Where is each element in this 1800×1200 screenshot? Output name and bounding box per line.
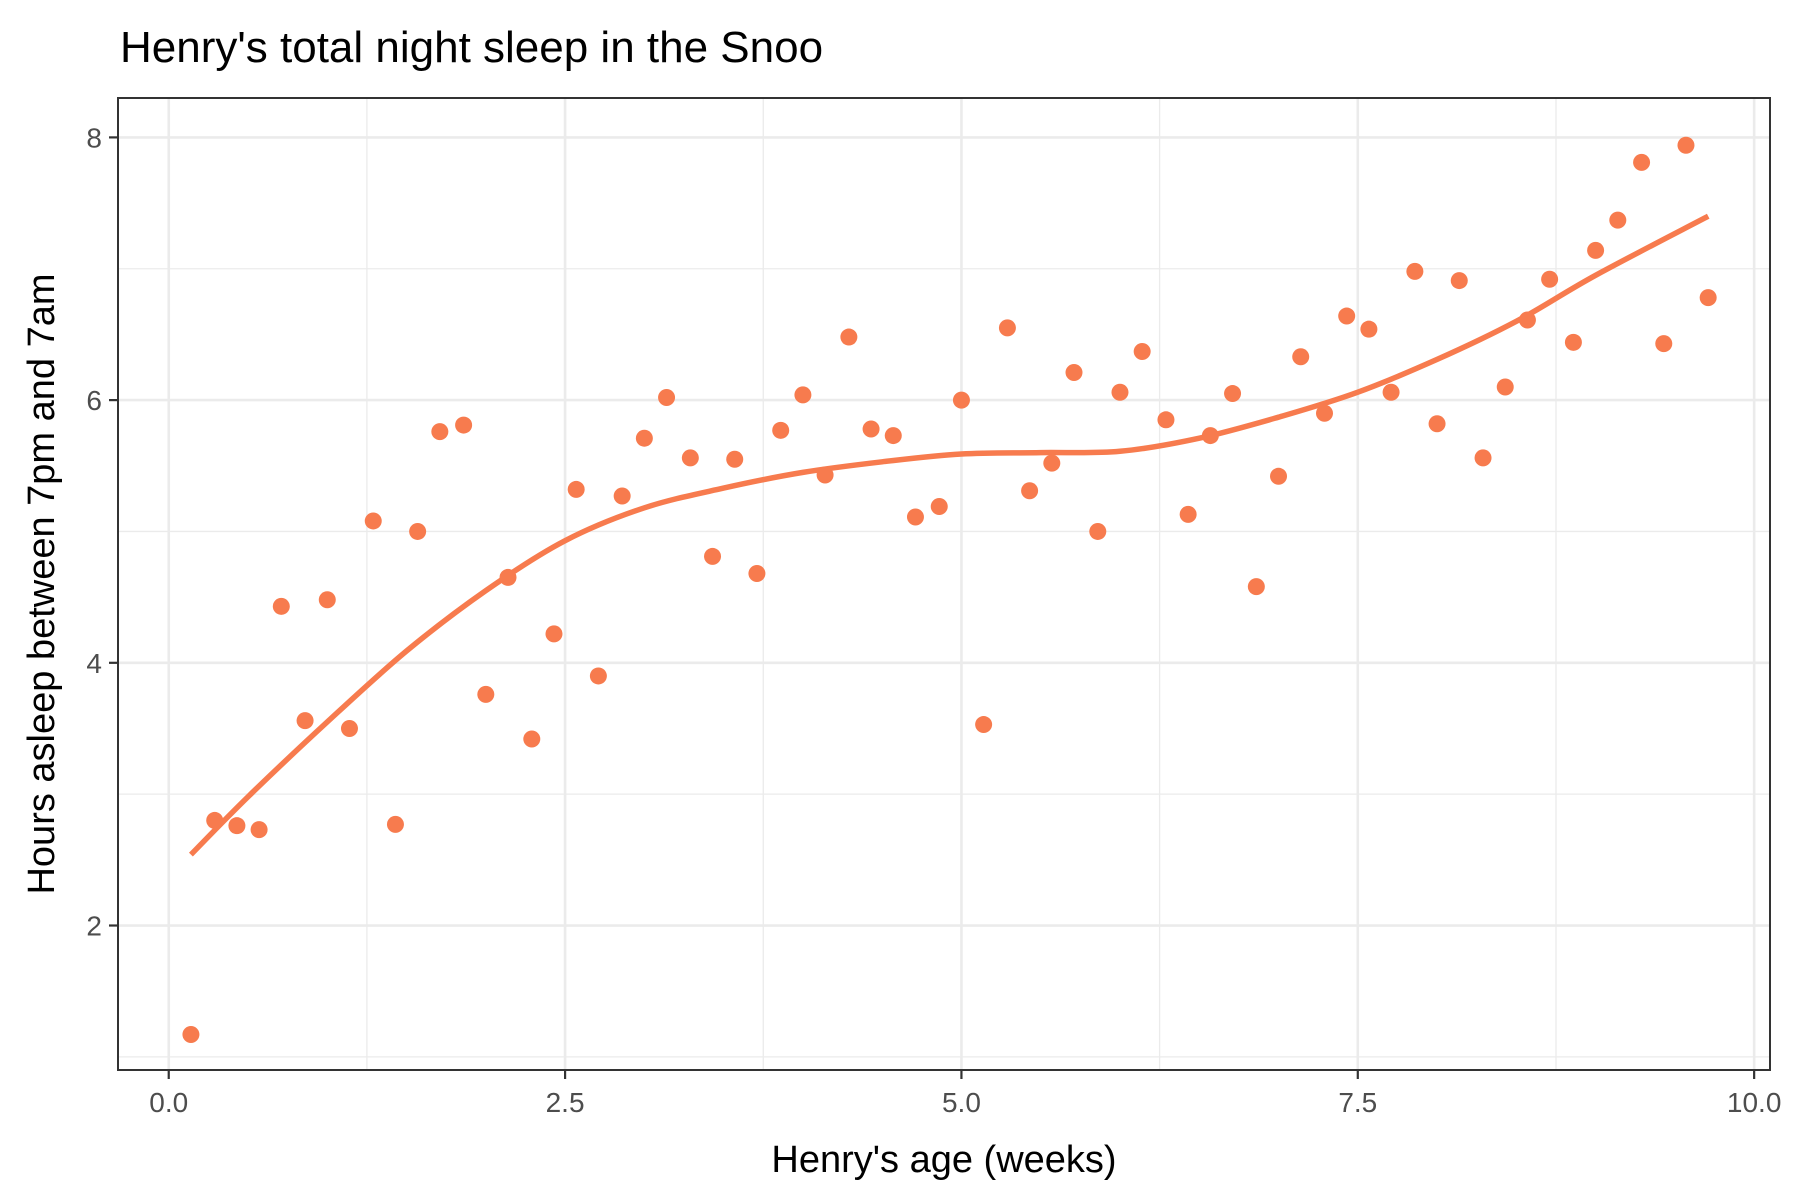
x-axis-title: Henry's age (weeks) xyxy=(771,1139,1116,1181)
y-tick-label: 8 xyxy=(86,122,102,153)
data-point xyxy=(635,429,653,447)
data-point xyxy=(364,512,382,530)
data-point xyxy=(228,817,246,835)
x-tick-label: 5.0 xyxy=(942,1087,981,1118)
data-point xyxy=(998,319,1016,337)
data-point xyxy=(340,719,358,737)
data-point xyxy=(206,811,224,829)
data-point xyxy=(250,821,268,839)
data-point xyxy=(477,685,495,703)
data-point xyxy=(545,625,563,643)
data-point xyxy=(658,388,676,406)
data-point xyxy=(1315,404,1333,422)
data-point xyxy=(409,522,427,540)
data-point xyxy=(884,427,902,445)
data-point xyxy=(952,391,970,409)
x-tick-label: 0.0 xyxy=(149,1087,188,1118)
y-tick-label: 6 xyxy=(86,385,102,416)
data-point xyxy=(930,498,948,516)
data-point xyxy=(1699,289,1717,307)
grid-lines xyxy=(118,98,1770,1070)
data-point xyxy=(862,420,880,438)
data-point xyxy=(1157,411,1175,429)
data-point xyxy=(431,423,449,441)
data-point xyxy=(567,480,585,498)
y-tick-label: 2 xyxy=(86,911,102,942)
data-point xyxy=(1382,383,1400,401)
data-point xyxy=(455,416,473,434)
data-point xyxy=(906,508,924,526)
smooth-trend-layer xyxy=(188,213,1710,857)
data-point xyxy=(748,564,766,582)
data-point xyxy=(816,466,834,484)
data-point xyxy=(1518,311,1536,329)
data-point xyxy=(386,815,404,833)
data-point xyxy=(772,421,790,439)
data-point xyxy=(523,730,541,748)
data-point xyxy=(1201,427,1219,445)
data-point xyxy=(1474,449,1492,467)
data-point xyxy=(1338,307,1356,325)
data-point xyxy=(1292,348,1310,366)
data-point xyxy=(726,450,744,468)
data-point xyxy=(1587,241,1605,259)
y-axis-title: Hours asleep between 7pm and 7am xyxy=(21,273,63,894)
data-point xyxy=(681,449,699,467)
data-point xyxy=(1360,320,1378,338)
data-point xyxy=(1247,578,1265,596)
data-point xyxy=(589,667,607,685)
data-point xyxy=(318,591,336,609)
data-point xyxy=(1133,343,1151,361)
data-point xyxy=(1021,482,1039,500)
data-point xyxy=(1609,211,1627,229)
data-point xyxy=(1450,272,1468,290)
x-tick-label: 2.5 xyxy=(546,1087,585,1118)
data-point xyxy=(1065,364,1083,382)
y-tick-label: 4 xyxy=(86,648,102,679)
plot-panel-border xyxy=(117,97,1771,1071)
axis-ticks-layer: 0.0 2.5 5.0 7.5 10.0 2 4 6 8 xyxy=(86,122,1781,1118)
data-point xyxy=(794,386,812,404)
data-point xyxy=(1270,467,1288,485)
data-point xyxy=(1428,415,1446,433)
data-point xyxy=(975,716,993,734)
data-point xyxy=(1179,505,1197,523)
data-point xyxy=(1043,454,1061,472)
data-point xyxy=(1089,522,1107,540)
x-tick-label: 7.5 xyxy=(1338,1087,1377,1118)
data-point xyxy=(272,597,290,615)
data-point xyxy=(1655,335,1673,353)
data-point xyxy=(499,568,517,586)
data-point xyxy=(840,328,858,346)
data-point xyxy=(1564,333,1582,351)
data-point xyxy=(613,487,631,505)
data-point xyxy=(296,712,314,730)
data-points-layer xyxy=(182,136,1717,1044)
smooth-trend-line xyxy=(188,213,1710,857)
data-point xyxy=(1633,153,1651,171)
data-point xyxy=(1496,378,1514,396)
chart-title: Henry's total night sleep in the Snoo xyxy=(120,23,823,72)
data-point xyxy=(182,1026,200,1044)
data-point xyxy=(1541,270,1559,288)
data-point xyxy=(1224,385,1242,403)
data-point xyxy=(704,547,722,565)
data-point xyxy=(1677,136,1695,154)
data-point xyxy=(1111,383,1129,401)
x-tick-label: 10.0 xyxy=(1727,1087,1782,1118)
data-point xyxy=(1406,262,1424,280)
